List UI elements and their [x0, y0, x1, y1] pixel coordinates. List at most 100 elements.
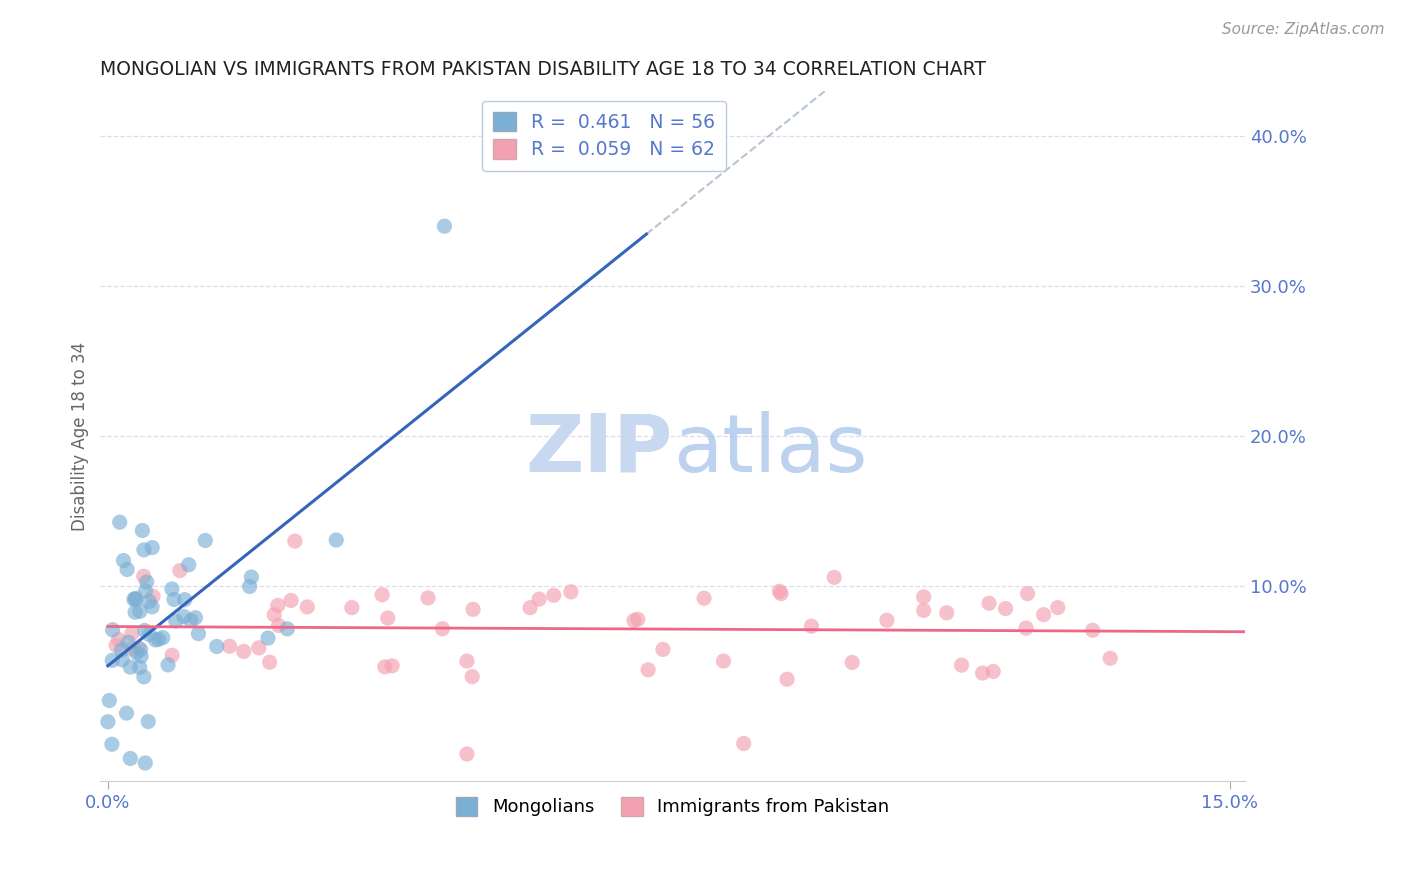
Point: [120, 641, 142, 656]
Point: [527, 592, 550, 607]
Point: [433, 219, 456, 234]
Point: [177, 558, 200, 572]
Point: [770, 586, 793, 600]
Point: [187, 626, 209, 640]
Point: [120, 751, 142, 765]
Point: [950, 658, 973, 673]
Point: [112, 553, 135, 567]
Point: [121, 626, 143, 640]
Point: [876, 613, 898, 627]
Point: [800, 619, 823, 633]
Point: [108, 515, 131, 529]
Point: [117, 635, 139, 649]
Point: [141, 541, 163, 555]
Point: [1032, 607, 1054, 622]
Point: [165, 614, 187, 628]
Point: [284, 534, 307, 549]
Point: [135, 583, 157, 598]
Point: [160, 582, 183, 596]
Point: [461, 670, 484, 684]
Point: [145, 632, 167, 647]
Point: [132, 569, 155, 583]
Point: [519, 600, 541, 615]
Point: [160, 648, 183, 663]
Point: [374, 660, 396, 674]
Point: [623, 614, 645, 628]
Point: [276, 622, 298, 636]
Point: [1099, 651, 1122, 665]
Point: [239, 579, 262, 593]
Point: [129, 642, 152, 657]
Point: [381, 658, 404, 673]
Point: [115, 562, 138, 576]
Point: [713, 654, 735, 668]
Point: [456, 747, 478, 761]
Point: [98, 693, 121, 707]
Point: [733, 737, 755, 751]
Point: [340, 600, 363, 615]
Point: [124, 591, 146, 606]
Point: [240, 570, 263, 584]
Point: [157, 657, 180, 672]
Point: [101, 737, 124, 751]
Point: [259, 655, 281, 669]
Point: [152, 631, 174, 645]
Point: [131, 524, 153, 538]
Point: [1046, 600, 1069, 615]
Point: [560, 584, 582, 599]
Point: [129, 649, 152, 664]
Point: [173, 592, 195, 607]
Point: [101, 653, 124, 667]
Point: [129, 604, 152, 618]
Point: [232, 644, 254, 658]
Y-axis label: Disability Age 18 to 34: Disability Age 18 to 34: [72, 342, 89, 531]
Point: [115, 706, 138, 720]
Point: [180, 614, 202, 628]
Point: [120, 660, 142, 674]
Point: [1015, 621, 1038, 635]
Point: [122, 592, 145, 607]
Point: [297, 599, 319, 614]
Point: [972, 666, 994, 681]
Point: [912, 590, 935, 604]
Point: [205, 640, 228, 654]
Point: [456, 654, 478, 668]
Text: Source: ZipAtlas.com: Source: ZipAtlas.com: [1222, 22, 1385, 37]
Point: [111, 653, 134, 667]
Text: atlas: atlas: [672, 411, 868, 489]
Point: [693, 591, 716, 606]
Point: [135, 574, 157, 589]
Point: [247, 640, 270, 655]
Point: [823, 570, 845, 584]
Point: [637, 663, 659, 677]
Point: [128, 641, 150, 656]
Point: [977, 596, 1000, 610]
Point: [134, 756, 156, 770]
Point: [194, 533, 217, 548]
Point: [263, 607, 285, 622]
Point: [97, 714, 120, 729]
Point: [138, 594, 160, 608]
Point: [432, 622, 454, 636]
Point: [136, 714, 159, 729]
Point: [148, 632, 170, 647]
Point: [652, 642, 675, 657]
Point: [163, 592, 186, 607]
Point: [257, 631, 280, 645]
Point: [125, 592, 148, 607]
Point: [912, 603, 935, 617]
Point: [132, 542, 155, 557]
Point: [325, 533, 347, 547]
Point: [377, 611, 399, 625]
Point: [184, 610, 207, 624]
Point: [128, 660, 150, 674]
Point: [416, 591, 439, 605]
Point: [627, 612, 650, 626]
Point: [124, 605, 146, 619]
Point: [1081, 623, 1104, 637]
Point: [461, 602, 484, 616]
Point: [141, 599, 163, 614]
Point: [142, 590, 165, 604]
Point: [138, 627, 160, 641]
Point: [101, 623, 124, 637]
